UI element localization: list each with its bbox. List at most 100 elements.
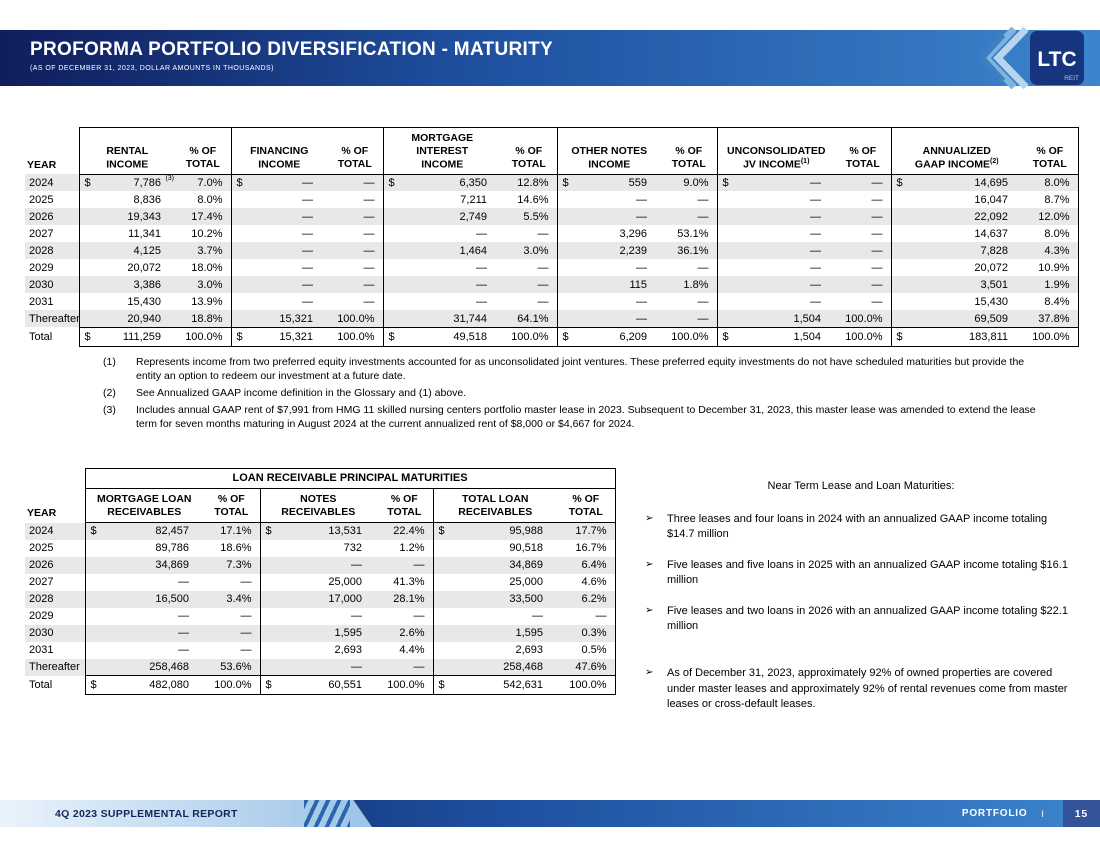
pct-cell: 10.9%: [1022, 259, 1079, 277]
pct-cell: —: [363, 227, 375, 240]
pct-cell: 100.0%: [175, 326, 231, 347]
mortgage-loan-cell: —: [84, 573, 203, 591]
pct-cell: 100.0%: [835, 326, 891, 347]
pct-cell: 100.0%: [337, 312, 375, 325]
pct-cell: —: [871, 261, 883, 274]
col-header-mortgage-interest-income: MORTGAGE INTEREST INCOME: [382, 127, 501, 175]
table-row: 2025 89,786 18.6% 732 1.2% 90,518 16.7%: [25, 539, 616, 557]
total-loan-cell: 2,693: [432, 641, 557, 659]
pct-cell: 14.6%: [517, 193, 549, 206]
page-number: 15: [1062, 800, 1100, 827]
other-notes-income-cell: $559: [556, 174, 661, 192]
footnote: (2) See Annualized GAAP income definitio…: [103, 387, 1048, 401]
jv-income-total: $1,504: [716, 326, 835, 347]
total-loan-cell: 34,869: [432, 556, 557, 574]
pct-cell: 0.5%: [557, 641, 616, 659]
section-label: PORTFOLIO: [961, 808, 1028, 819]
pct-cell: 53.6%: [220, 660, 252, 673]
other-notes-income-cell: 3,296: [556, 225, 661, 243]
financing-income-cell: 15,321: [230, 310, 327, 328]
separator: I: [1041, 808, 1045, 819]
pct-cell: —: [537, 227, 549, 240]
bullet-text: Five leases and two loans in 2026 with a…: [667, 604, 1068, 632]
col-header-pct: % OF TOTAL: [661, 127, 717, 175]
pct-cell: —: [240, 610, 252, 622]
footnotes: (1) Represents income from two preferred…: [103, 356, 1048, 435]
mortgage-loan-cell: 34,869: [84, 556, 203, 574]
year-cell: 2031: [29, 644, 54, 656]
bullet-item: ➢ Five leases and two loans in 2026 with…: [645, 604, 1077, 635]
footnote-text: Includes annual GAAP rent of $7,991 from…: [136, 403, 1036, 430]
table-row: 2027 11,341 10.2% — — — — 3,296 53.1% — …: [25, 225, 1079, 243]
total-row: Total $482,080 100.0% $60,551 100.0% $54…: [25, 675, 616, 695]
financing-income-total: $15,321: [230, 326, 327, 347]
year-column-header: YEAR: [27, 506, 57, 519]
maturity-table: YEAR RENTAL INCOME % OF TOTAL FINANCING INC…: [25, 127, 1079, 347]
footnote: (1) Represents income from two preferred…: [103, 356, 1048, 384]
footnote-number: (3): [103, 403, 116, 416]
pct-cell: —: [871, 193, 883, 206]
notes-receivables-cell: —: [259, 607, 376, 625]
pct-cell: 1.2%: [399, 542, 425, 554]
rental-income-total: $111,259: [78, 326, 175, 347]
year-cell: 2026: [29, 559, 54, 571]
pct-cell: 17.7%: [557, 522, 616, 540]
pct-cell: 10.2%: [191, 227, 223, 240]
logo-square: [1030, 31, 1084, 85]
pct-cell: —: [363, 295, 375, 308]
pct-cell: 9.0%: [683, 177, 709, 190]
table-row: 2029 20,072 18.0% — — — — — — — — 20,072…: [25, 259, 1079, 277]
pct-cell: 16.7%: [557, 539, 616, 557]
table-row: 2030 — — 1,595 2.6% 1,595 0.3%: [25, 624, 616, 642]
mortgage-interest-income-cell: —: [382, 225, 501, 243]
pct-cell: 18.8%: [191, 312, 223, 325]
pct-cell: —: [871, 278, 883, 291]
mortgage-loan-cell: 258,468: [84, 658, 203, 676]
footer-bar: 4Q 2023 SUPPLEMENTAL REPORT PORTFOLIO I …: [0, 800, 1100, 827]
mortgage-loan-cell: —: [84, 624, 203, 642]
rental-income-cell: 15,430: [78, 293, 175, 311]
rental-income-cell: 3,386: [78, 276, 175, 294]
gaap-income-cell: $14,695: [890, 174, 1022, 192]
gaap-income-cell: 15,430: [890, 293, 1022, 311]
pct-cell: 47.6%: [557, 658, 616, 676]
notes-receivables-cell: —: [259, 658, 376, 676]
col-header-pct: % OF TOTAL: [1022, 127, 1079, 175]
chevron-icon: [993, 26, 1029, 90]
pct-cell: —: [537, 295, 549, 308]
pct-cell: 8.7%: [1022, 191, 1079, 209]
pct-cell: —: [240, 576, 252, 588]
total-loan-cell: 1,595: [432, 624, 557, 642]
total-loan-cell: 33,500: [432, 590, 557, 608]
pct-cell: 2.6%: [399, 627, 425, 639]
pct-cell: 0.3%: [557, 624, 616, 642]
gaap-income-cell: 22,092: [890, 208, 1022, 226]
notes-receivables-total: $60,551: [259, 675, 376, 695]
pct-cell: 22.4%: [393, 525, 425, 538]
pct-cell: 100.0%: [845, 312, 883, 325]
logo-reit-text: REIT: [1064, 75, 1079, 82]
rental-income-cell: 8,836: [78, 191, 175, 209]
col-header-other-notes-income: OTHER NOTES INCOME: [556, 127, 661, 175]
rental-income-cell: 20,940: [78, 310, 175, 328]
mortgage-interest-income-cell: 1,464: [382, 242, 501, 260]
total-loan-total: $542,631: [432, 675, 557, 695]
table-title: LOAN RECEIVABLE PRINCIPAL MATURITIES: [84, 467, 616, 490]
jv-income-cell: —: [716, 259, 835, 277]
bullet-item: ➢ Five leases and five loans in 2025 wit…: [645, 558, 1077, 589]
table-row: 2025 8,836 8.0% — — 7,211 14.6% — — — — …: [25, 191, 1079, 209]
total-row: Total $111,259 100.0% $15,321 100.0% $49…: [25, 326, 1079, 347]
other-notes-income-total: $6,209: [556, 326, 661, 347]
year-cell: 2029: [29, 610, 54, 622]
mortgage-loan-total: $482,080: [84, 675, 203, 695]
pct-cell: —: [871, 244, 883, 257]
pct-cell: 4.6%: [557, 573, 616, 591]
year-cell: 2028: [29, 244, 54, 257]
financing-income-cell: —: [230, 191, 327, 209]
pct-cell: 12.0%: [1022, 208, 1079, 226]
year-cell: 2024: [29, 525, 54, 537]
rental-income-cell: 4,125: [78, 242, 175, 260]
pct-cell: —: [240, 627, 252, 639]
col-header-pct: % OF TOTAL: [501, 127, 557, 175]
